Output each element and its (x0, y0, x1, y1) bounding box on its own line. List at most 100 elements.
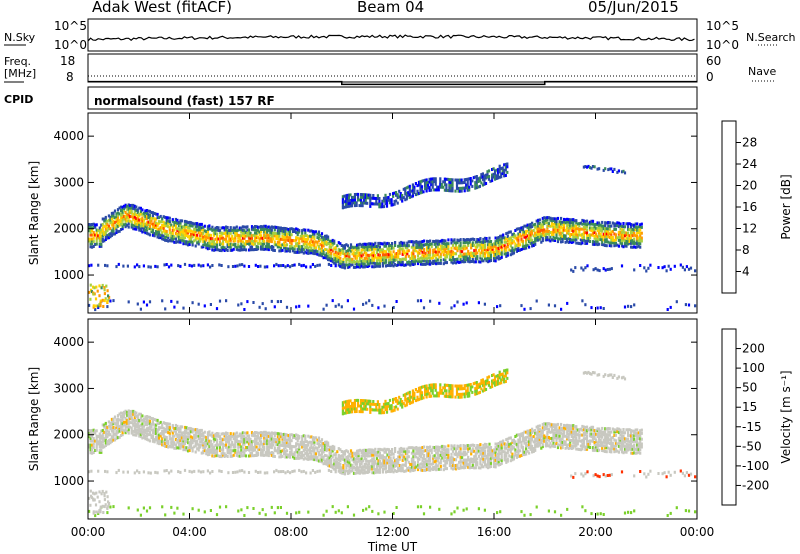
power-cell (636, 242, 639, 246)
power-cell (416, 262, 420, 266)
power-cell (509, 238, 512, 242)
power-cell (161, 226, 164, 230)
power-cell (511, 252, 514, 256)
velocity-cell (360, 451, 363, 455)
velocity-cell (281, 449, 284, 453)
velocity-cell (337, 466, 340, 470)
power-cell (115, 212, 118, 216)
power-cell (170, 263, 173, 267)
power-cell (581, 241, 584, 245)
power-cell (118, 212, 121, 216)
power-cell (304, 242, 307, 246)
power-cell (438, 240, 441, 243)
power-cell (103, 299, 106, 303)
velocity-cell (342, 452, 345, 456)
velocity-cell (266, 453, 269, 457)
power-cell (222, 242, 225, 246)
power-cell (298, 262, 301, 266)
velocity-cell (418, 466, 421, 469)
velocity-cell (448, 461, 451, 465)
power-cell (441, 247, 444, 251)
power-cell (237, 228, 240, 232)
power-cell (330, 239, 333, 243)
velocity-cell (270, 437, 273, 441)
power-cell (301, 250, 304, 254)
power-cell (197, 226, 200, 230)
power-cell (110, 220, 113, 224)
velocity-cell (261, 453, 264, 457)
velocity-cell (151, 437, 155, 440)
power-cell (356, 259, 359, 263)
power-cell (444, 253, 447, 257)
velocity-cell (191, 430, 194, 434)
velocity-cell (415, 452, 418, 455)
velocity-cell (389, 456, 392, 460)
velocity-cell (187, 427, 190, 431)
velocity-cell (398, 452, 401, 456)
velocity-cell (88, 435, 91, 439)
power-cell (443, 183, 446, 187)
power-cell (429, 256, 432, 260)
nave-tick-bottom: 0 (706, 70, 714, 84)
power-cell (451, 250, 455, 254)
velocity-cell (255, 442, 258, 445)
power-cell (555, 220, 558, 224)
velocity-cell (348, 462, 351, 466)
velocity-cell (103, 439, 106, 442)
velocity-cell (275, 440, 278, 443)
velocity-cell (398, 450, 401, 454)
power-cell (448, 258, 451, 261)
velocity-cell (196, 430, 199, 434)
power-cell (243, 234, 246, 238)
velocity-cell (222, 442, 225, 446)
power-cell (197, 223, 200, 227)
velocity-cell (115, 437, 118, 440)
velocity-cell (126, 413, 129, 417)
velocity-cell (179, 425, 182, 429)
velocity-cell (416, 449, 420, 453)
power-cell (403, 263, 406, 267)
velocity-cell (427, 468, 430, 472)
power-cell (610, 244, 613, 248)
power-cell (214, 245, 217, 249)
power-cell (241, 244, 244, 248)
velocity-cell (371, 471, 374, 475)
velocity-cell (305, 449, 308, 453)
power-cell (607, 240, 610, 244)
power-cell (349, 259, 353, 263)
power-cell (476, 240, 479, 244)
power-cell (480, 257, 483, 261)
power-cell (225, 228, 228, 232)
power-cell (601, 238, 604, 242)
power-cell (257, 230, 260, 234)
power-cell (489, 259, 493, 262)
power-cell (410, 240, 413, 244)
velocity-cell (441, 453, 444, 457)
velocity-cell (416, 451, 420, 455)
power-cell (212, 245, 215, 249)
power-cell (115, 231, 118, 234)
power-cell (116, 213, 120, 217)
power-cell (339, 253, 342, 257)
power-cell (543, 230, 546, 234)
power-cell (340, 251, 343, 255)
power-cell (88, 264, 91, 268)
power-cell (310, 240, 313, 244)
power-cell (159, 228, 162, 232)
power-cell (558, 228, 561, 232)
velocity-cell (190, 440, 193, 444)
power-cell (517, 244, 520, 248)
power-cell (350, 198, 354, 202)
power-cell (200, 245, 203, 249)
power-cell (448, 255, 451, 259)
power-cell (523, 244, 526, 248)
power-cell (378, 256, 381, 260)
power-cell (389, 255, 392, 259)
power-cell (491, 250, 494, 254)
velocity-cell (267, 434, 270, 438)
velocity-cell (296, 434, 299, 438)
velocity-cell (359, 465, 362, 469)
velocity-cell (250, 451, 254, 455)
power-cell (475, 186, 478, 190)
power-cell (502, 236, 505, 240)
